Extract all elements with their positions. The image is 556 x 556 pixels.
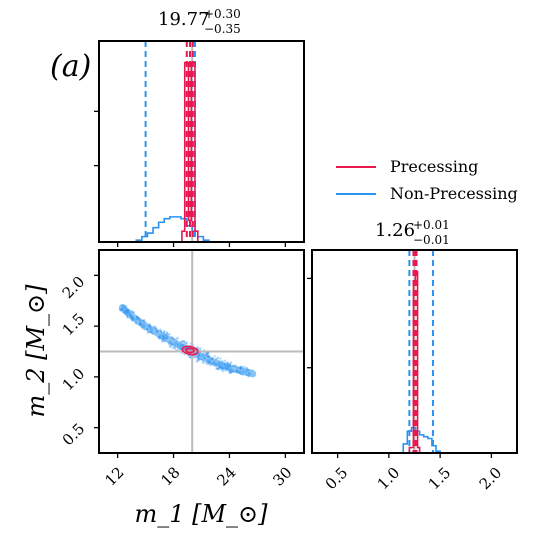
m2-precessing-histogram xyxy=(408,270,421,453)
non-precessing-sample-point xyxy=(206,352,210,355)
joint-x-tick-labels: 12 18 24 30 xyxy=(101,463,295,489)
non-precessing-sample-point xyxy=(183,340,186,344)
non-precessing-sample-point xyxy=(199,347,202,350)
non-precessing-sample-point xyxy=(188,355,192,359)
non-precessing-sample-point xyxy=(220,368,224,371)
y-axis-label: m_2 [M_⊙] xyxy=(22,284,50,418)
m2-hist-title: 1.26 +0.01 −0.01 xyxy=(375,218,450,247)
m2-title-plus: +0.01 xyxy=(413,218,450,232)
non-precessing-sample-point xyxy=(206,352,209,355)
non-precessing-sample-point xyxy=(154,325,157,328)
non-precessing-sample-point xyxy=(220,368,223,371)
m2-hist-frame xyxy=(311,249,518,454)
non-precessing-sample-point xyxy=(165,332,169,335)
non-precessing-sample-point xyxy=(173,347,176,350)
y-tick-label: 1.5 xyxy=(59,310,89,340)
m1-hist-frame xyxy=(98,40,305,243)
non-precessing-sample-point xyxy=(196,360,199,363)
non-precessing-sample-point xyxy=(229,371,233,374)
non-precessing-sample-point xyxy=(213,355,216,358)
non-precessing-sample-point xyxy=(206,362,210,366)
m2-non-precessing-histogram xyxy=(402,426,441,453)
non-precessing-sample-point xyxy=(146,331,150,335)
non-precessing-sample-point xyxy=(185,341,188,344)
non-precessing-sample-point xyxy=(196,346,199,349)
non-precessing-sample-point xyxy=(162,330,166,333)
m1-precessing-histogram xyxy=(181,61,199,242)
non-precessing-sample-point xyxy=(180,352,184,355)
non-precessing-sample-point xyxy=(215,367,219,370)
non-precessing-density-band xyxy=(118,304,257,378)
non-precessing-sample-point xyxy=(188,356,192,359)
non-precessing-sample-point xyxy=(208,363,212,367)
precessing-contour-outer xyxy=(181,345,199,356)
x-axis-label: m_1 [M_⊙] xyxy=(134,500,268,528)
legend-label-non-precessing: Non-Precessing xyxy=(390,184,518,203)
legend-label-precessing: Precessing xyxy=(390,157,478,176)
non-precessing-sample-point xyxy=(185,342,188,345)
non-precessing-sample-point xyxy=(223,359,227,362)
non-precessing-sample-point xyxy=(202,361,205,365)
non-precessing-sample-point xyxy=(229,371,233,374)
non-precessing-sample-point xyxy=(176,348,180,351)
non-precessing-sample-point xyxy=(169,345,172,348)
x-tick-label: 2.0 xyxy=(476,464,506,494)
y-tick-label: 2.0 xyxy=(59,273,89,303)
panel-label: (a) xyxy=(50,49,91,84)
m1-hist-title: 19.77 +0.30 −0.35 xyxy=(158,7,241,36)
x-tick-label: 18 xyxy=(157,463,183,489)
x-tick-label: 12 xyxy=(101,463,127,489)
non-precessing-sample-point xyxy=(165,331,169,334)
non-precessing-sample-point xyxy=(182,340,185,344)
x-tick-label: 0.5 xyxy=(322,464,352,494)
m2-x-tick-labels: 0.5 1.0 1.5 2.0 xyxy=(322,464,506,494)
legend: Precessing Non-Precessing xyxy=(336,157,518,203)
non-precessing-sample-point xyxy=(204,362,208,365)
non-precessing-sample-point xyxy=(195,359,199,363)
non-precessing-sample-point xyxy=(161,340,164,343)
m2-title-minus: −0.01 xyxy=(413,233,450,247)
non-precessing-sample-point xyxy=(219,357,222,360)
non-precessing-sample-point xyxy=(175,337,178,341)
precessing-contour-inner xyxy=(185,347,195,354)
joint-y-tick-labels: 0.5 1.0 1.5 2.0 xyxy=(59,273,89,450)
non-precessing-sample-point xyxy=(206,352,210,355)
joint-frame xyxy=(98,249,305,454)
m1-title-value: 19.77 xyxy=(158,9,210,30)
non-precessing-sample-point xyxy=(171,346,174,349)
non-precessing-sample-point xyxy=(169,344,172,348)
m2-title-value: 1.26 xyxy=(375,220,415,241)
x-tick-label: 30 xyxy=(269,463,295,489)
non-precessing-sample-point xyxy=(243,365,246,368)
non-precessing-sample-point xyxy=(216,356,220,360)
y-tick-label: 0.5 xyxy=(59,420,89,450)
y-tick-label: 1.0 xyxy=(59,365,89,395)
non-precessing-sample-point xyxy=(182,340,185,343)
non-precessing-sample-point xyxy=(163,330,166,333)
non-precessing-sample-point xyxy=(217,368,220,371)
fill-layer xyxy=(118,303,257,378)
x-tick-label: 24 xyxy=(213,463,239,489)
non-precessing-sample-point xyxy=(228,371,232,375)
non-precessing-sample-point xyxy=(183,342,187,345)
x-tick-label: 1.5 xyxy=(425,464,455,494)
non-precessing-sample-point xyxy=(229,361,233,364)
non-precessing-sample-point xyxy=(168,333,171,336)
m1-title-plus: +0.30 xyxy=(204,7,241,21)
x-tick-label: 1.0 xyxy=(374,464,404,494)
m1-title-minus: −0.35 xyxy=(204,22,241,36)
non-precessing-sample-point xyxy=(216,367,220,371)
non-precessing-sample-point xyxy=(221,370,225,373)
non-precessing-sample-point xyxy=(176,336,180,340)
non-precessing-sample-point xyxy=(215,367,218,370)
non-precessing-sample-point xyxy=(206,352,209,355)
non-precessing-sample-point xyxy=(180,340,184,343)
